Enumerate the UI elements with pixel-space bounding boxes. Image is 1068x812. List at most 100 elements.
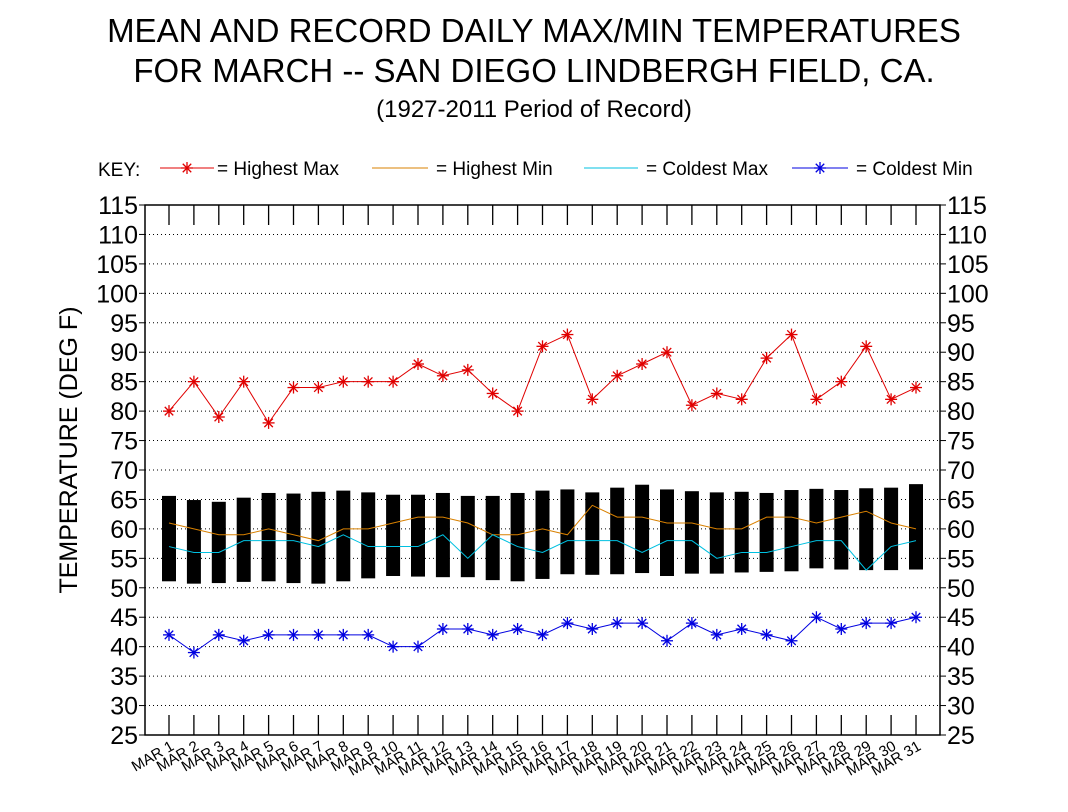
highest-max-point xyxy=(362,375,375,388)
coldest-min-point xyxy=(362,628,375,641)
highest-max-point xyxy=(561,328,574,341)
highest-max-point xyxy=(710,387,723,400)
coldest-min-point xyxy=(287,628,300,641)
legend-marker-highest-max xyxy=(181,162,193,174)
mean-range-bar xyxy=(211,501,226,584)
y-tick-label-left: 55 xyxy=(110,545,138,573)
y-tick-label-right: 55 xyxy=(947,545,975,573)
highest-max-point xyxy=(337,375,350,388)
coldest-min-point xyxy=(163,628,175,641)
coldest-min-point xyxy=(387,640,400,653)
highest-max-point xyxy=(436,369,449,382)
mean-range-bar xyxy=(361,492,376,579)
highest-max-point xyxy=(636,358,649,370)
coldest-min-point xyxy=(486,628,499,641)
mean-range-bar xyxy=(684,491,699,574)
y-tick-label-right: 50 xyxy=(947,575,975,603)
coldest-min-point xyxy=(536,628,549,641)
y-tick-label-left: 70 xyxy=(110,457,138,485)
coldest-min-point xyxy=(910,611,922,624)
highest-max-point xyxy=(387,375,400,388)
y-tick-label-left: 75 xyxy=(110,428,138,456)
mean-range-bar xyxy=(859,488,874,571)
y-tick-label-right: 35 xyxy=(947,663,975,691)
legend-label-coldest-min: = Coldest Min xyxy=(856,159,973,180)
highest-max-point xyxy=(685,399,698,412)
highest-max-point xyxy=(212,411,225,423)
highest-max-point xyxy=(511,405,524,418)
highest-max-point xyxy=(735,393,748,406)
y-tick-label-right: 110 xyxy=(947,221,987,249)
coldest-min-point xyxy=(511,623,524,635)
highest-min-line xyxy=(168,504,917,542)
legend-key-label: KEY: xyxy=(98,160,140,181)
y-tick-label-left: 100 xyxy=(96,280,138,308)
mean-range-bar xyxy=(286,493,301,584)
coldest-min-point xyxy=(810,611,823,624)
y-tick-label-right: 100 xyxy=(947,280,989,308)
chart-period: (1927-2011 Period of Record) xyxy=(376,96,692,123)
coldest-min-point xyxy=(412,640,424,653)
y-axis-label: TEMPERATURE (DEG F) xyxy=(55,306,83,593)
highest-max-point xyxy=(785,328,798,341)
y-tick-label-right: 95 xyxy=(947,310,975,338)
mean-range-bar xyxy=(311,491,326,584)
y-tick-label-right: 65 xyxy=(947,486,975,514)
y-tick-label-right: 105 xyxy=(947,251,989,279)
coldest-min-point xyxy=(785,634,798,647)
y-tick-label-left: 25 xyxy=(110,722,138,750)
y-tick-label-right: 75 xyxy=(947,428,975,456)
highest-max-point xyxy=(586,393,599,406)
y-tick-label-left: 105 xyxy=(96,251,138,279)
coldest-min-point xyxy=(760,628,773,641)
coldest-min-point xyxy=(685,617,698,630)
y-tick-label-left: 30 xyxy=(110,693,138,721)
highest-max-point xyxy=(536,340,549,353)
highest-max-point xyxy=(412,358,424,370)
highest-max-point xyxy=(810,393,823,406)
y-tick-label-right: 60 xyxy=(947,516,975,544)
mean-range-bar xyxy=(186,500,201,584)
mean-range-bar xyxy=(162,495,176,582)
highest-max-point xyxy=(661,346,673,359)
mean-range-bar xyxy=(236,497,251,582)
y-tick-label-left: 110 xyxy=(98,221,138,249)
highest-max-point xyxy=(237,375,250,388)
coldest-min-point xyxy=(337,628,350,641)
highest-max-point xyxy=(187,375,200,388)
y-tick-label-right: 45 xyxy=(947,604,975,632)
highest-max-point xyxy=(910,381,922,394)
mean-range-bar xyxy=(660,489,674,576)
coldest-min-point xyxy=(262,628,275,641)
coldest-max-line xyxy=(168,534,917,571)
y-tick-label-right: 30 xyxy=(947,693,975,721)
legend-label-highest-max: = Highest Max xyxy=(217,159,339,180)
mean-range-bar xyxy=(535,490,550,579)
y-tick-label-right: 25 xyxy=(947,722,975,750)
mean-range-bar xyxy=(386,494,401,576)
mean-range-bar xyxy=(709,492,724,574)
y-tick-label-left: 115 xyxy=(98,192,138,220)
mean-range-bar xyxy=(909,484,923,570)
y-tick-label-left: 60 xyxy=(110,516,138,544)
y-tick-label-left: 95 xyxy=(110,310,138,338)
y-tick-label-right: 115 xyxy=(947,192,987,220)
coldest-min-point xyxy=(885,617,898,630)
mean-range-bar xyxy=(485,495,500,581)
highest-max-point xyxy=(461,363,474,376)
coldest-min-point xyxy=(212,628,225,641)
mean-range-bar xyxy=(460,495,475,578)
coldest-min-point xyxy=(312,628,325,641)
highest-max-point xyxy=(835,375,848,388)
mean-range-bar xyxy=(261,492,276,582)
highest-max-point xyxy=(312,381,325,394)
highest-max-point xyxy=(262,416,275,429)
coldest-min-point xyxy=(735,623,748,635)
y-tick-label-left: 80 xyxy=(110,398,138,426)
y-tick-label-left: 85 xyxy=(110,369,138,397)
coldest-min-point xyxy=(237,634,250,647)
mean-range-bar xyxy=(336,490,351,582)
coldest-min-point xyxy=(835,623,848,635)
y-tick-label-left: 45 xyxy=(110,604,138,632)
mean-range-bar xyxy=(635,484,650,574)
